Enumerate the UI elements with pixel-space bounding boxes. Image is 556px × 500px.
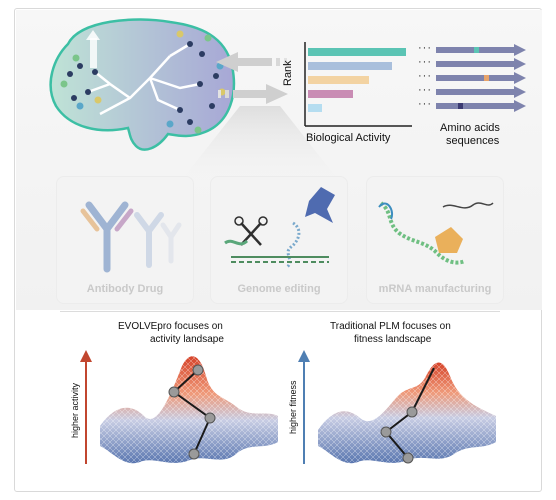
landscape-left-title-line2: activity landsape: [150, 334, 224, 345]
activity-axis-arrowhead: [80, 350, 92, 362]
activity-point: [188, 448, 200, 460]
rank-axis-label: Rank: [282, 60, 294, 86]
sequence-arrow-icon: [436, 72, 526, 84]
tree-nodes: [67, 41, 219, 125]
sequence-ellipsis: ···: [418, 70, 432, 82]
sequence-row: ···: [418, 42, 528, 56]
sequence-arrow-icon: [436, 44, 526, 56]
spotlight-cone: [180, 106, 340, 182]
antibody-icon: [80, 201, 182, 273]
rank-bar: [308, 76, 369, 84]
panel-mrna-manufacturing: mRNA manufacturing: [366, 176, 504, 304]
tree-arrow-head: [86, 30, 100, 40]
sequence-arrow-icon: [436, 58, 526, 70]
cas-protein-shape: [305, 187, 335, 223]
sequences-label-line1: Amino acids: [440, 122, 500, 134]
activity-point: [192, 364, 204, 376]
polymerase-shape: [435, 227, 463, 253]
fitness-point: [406, 406, 418, 418]
activity-landscape: [80, 350, 278, 464]
flow-arrows: [216, 52, 288, 104]
fitness-path: [384, 367, 435, 459]
mrna-polymerase-icon: [378, 201, 494, 265]
sequence-ellipsis: ···: [418, 42, 432, 54]
panel-label-genome-editing: Genome editing: [237, 283, 321, 295]
landscape-left-title-line1: EVOLVEpro focuses on: [118, 321, 223, 332]
activity-point: [168, 386, 180, 398]
fitness-landscape: [298, 350, 496, 464]
activity-path: [172, 369, 212, 455]
fitness-point: [380, 426, 392, 438]
tree-arrow-stem: [90, 38, 97, 68]
panel-label-antibody-drug: Antibody Drug: [86, 283, 164, 295]
sequence-row: ···: [418, 98, 528, 112]
sequence-row: ···: [418, 70, 528, 84]
sequence-ellipsis: ···: [418, 84, 432, 96]
tree-branches: [87, 42, 201, 116]
activity-axis-label: higher activity: [70, 382, 80, 438]
rank-bar: [308, 62, 392, 70]
landscape-right-title-line2: fitness landscape: [354, 334, 432, 345]
sequence-row: ···: [418, 56, 528, 70]
right-arrow-icon: [233, 84, 288, 104]
fitness-axis-label: higher fitness: [288, 380, 298, 434]
sequence-list: ··· ··· ··· ··· ···: [418, 42, 528, 116]
panel-antibody-drug: Antibody Drug: [56, 176, 194, 304]
sequence-row: ···: [418, 84, 528, 98]
rank-bar: [308, 104, 322, 112]
panel-label-mrna-manufacturing: mRNA manufacturing: [378, 283, 492, 295]
section-divider: [60, 311, 500, 312]
sequence-arrow-icon: [436, 86, 526, 98]
rank-bar: [308, 90, 353, 98]
landscape-right-title-line1: Traditional PLM focuses on: [330, 321, 451, 332]
brain-tree-illustration: [49, 18, 236, 151]
fitness-axis-arrowhead: [298, 350, 310, 362]
panel-genome-editing: Genome editing: [210, 176, 348, 304]
fitness-point: [402, 452, 414, 464]
sequence-ellipsis: ···: [418, 98, 432, 110]
rank-bar: [308, 48, 406, 56]
sequence-ellipsis: ···: [418, 56, 432, 68]
activity-axis-label: Biological Activity: [306, 132, 391, 144]
left-arrow-icon: [216, 52, 272, 72]
sequences-label-line2: sequences: [446, 135, 500, 147]
crispr-scissors-icon: [224, 187, 335, 269]
activity-point: [204, 412, 216, 424]
sequence-arrow-icon: [436, 100, 526, 112]
rank-bar-chart: [304, 42, 412, 127]
